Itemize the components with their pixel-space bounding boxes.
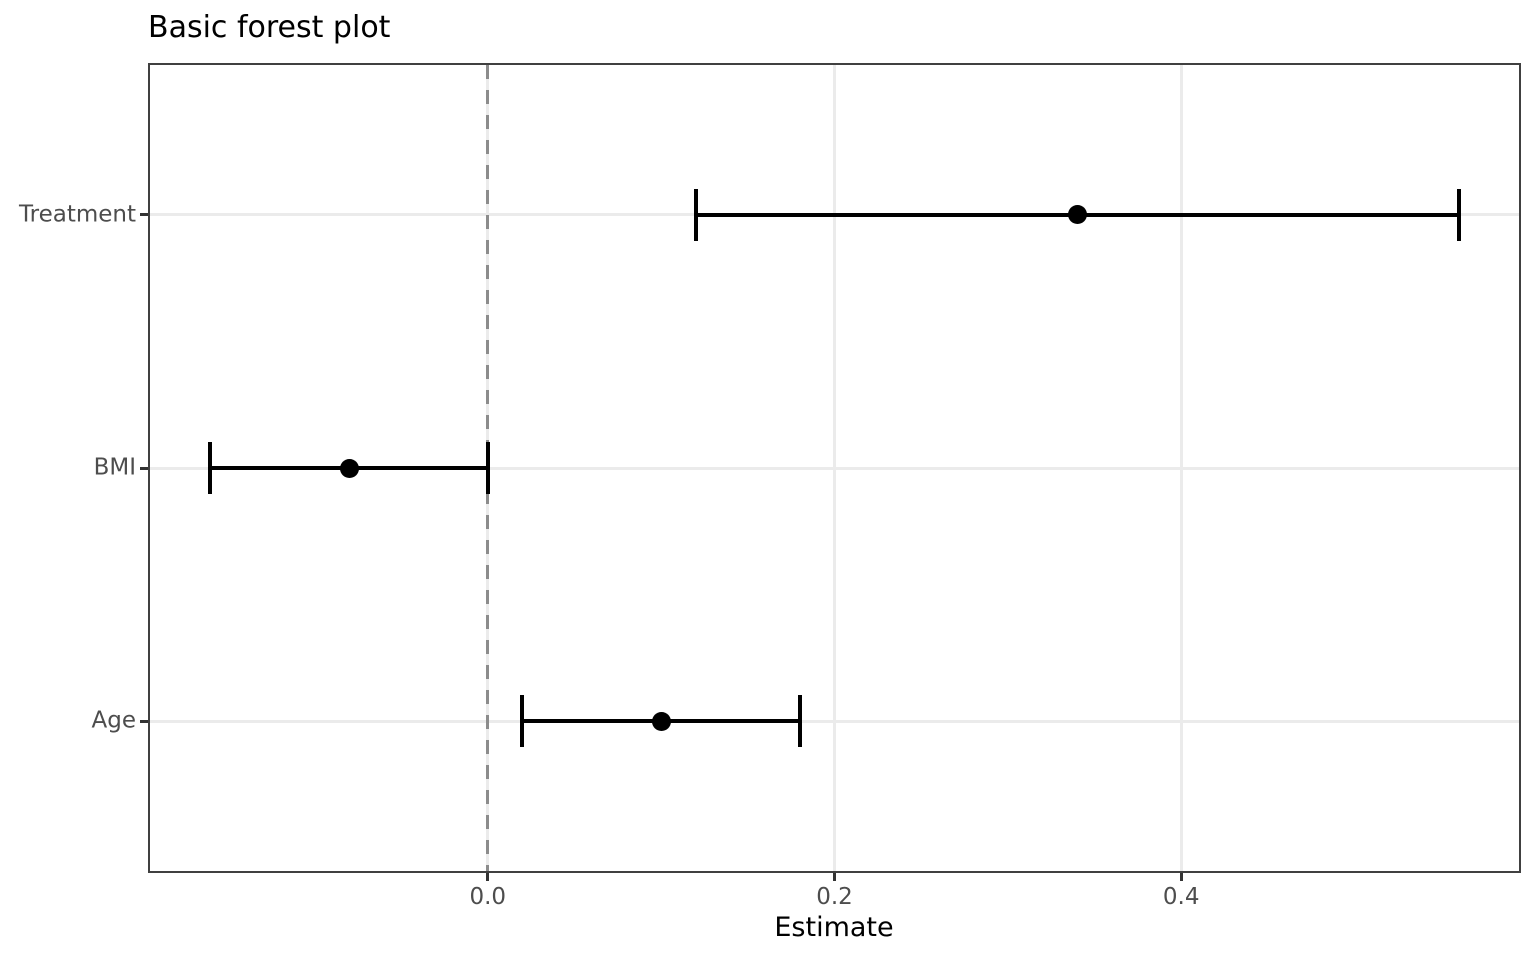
x-axis-tick bbox=[833, 873, 836, 881]
y-axis-tick bbox=[140, 213, 148, 217]
x-axis-tick bbox=[486, 873, 490, 881]
errorbar-cap-low bbox=[520, 695, 525, 748]
y-axis-tick bbox=[140, 719, 148, 723]
chart-title: Basic forest plot bbox=[148, 10, 391, 45]
y-axis-label: Age bbox=[91, 707, 136, 734]
x-axis-tick-label: 0.4 bbox=[1162, 884, 1200, 910]
gridline-vertical bbox=[1179, 65, 1183, 871]
x-axis-title: Estimate bbox=[774, 912, 894, 943]
estimate-point bbox=[1067, 205, 1087, 225]
x-axis-tick-label: 0.2 bbox=[816, 884, 853, 910]
estimate-point bbox=[651, 711, 671, 731]
errorbar-cap-low bbox=[208, 442, 213, 494]
x-axis-tick-label: 0.0 bbox=[469, 884, 507, 910]
plot-panel-border bbox=[148, 63, 1521, 873]
estimate-point bbox=[339, 458, 359, 478]
gridline-vertical bbox=[833, 65, 836, 871]
errorbar-cap-high bbox=[485, 442, 490, 494]
errorbar-cap-high bbox=[797, 695, 802, 748]
errorbar-cap-high bbox=[1456, 188, 1461, 241]
y-axis-tick bbox=[140, 466, 148, 470]
y-axis-label: BMI bbox=[93, 454, 136, 481]
errorbar-cap-low bbox=[693, 188, 698, 241]
y-axis-label: Treatment bbox=[18, 201, 136, 228]
x-axis-tick bbox=[1179, 873, 1183, 881]
